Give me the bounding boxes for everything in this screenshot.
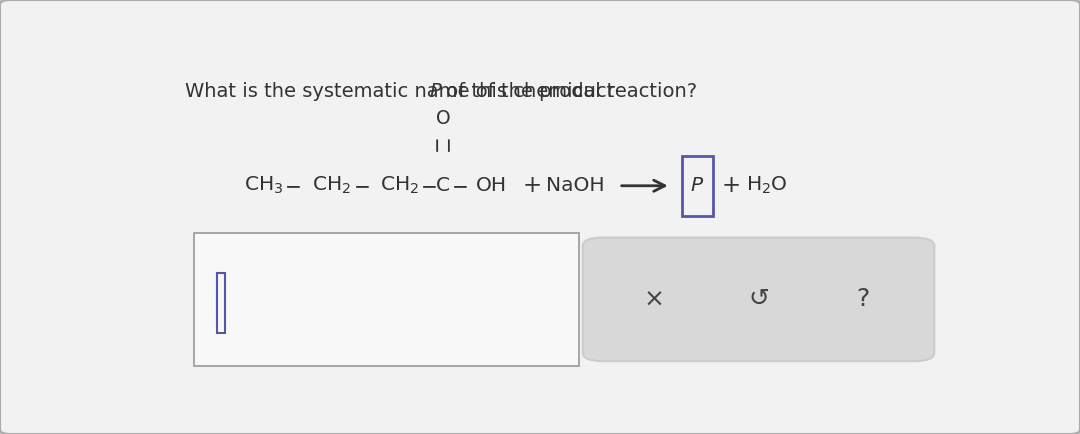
- Text: $\mathregular{H_2O}$: $\mathregular{H_2O}$: [746, 175, 787, 197]
- Text: $\mathregular{CH_2}$: $\mathregular{CH_2}$: [380, 175, 419, 197]
- Text: $-$: $-$: [284, 176, 300, 195]
- Text: $-$: $-$: [353, 176, 369, 195]
- Text: O: O: [435, 109, 450, 128]
- Text: $-$: $-$: [420, 176, 436, 195]
- Text: +: +: [721, 174, 741, 197]
- Text: P: P: [430, 82, 442, 101]
- Text: $\mathregular{CH_2}$: $\mathregular{CH_2}$: [312, 175, 351, 197]
- Text: C: C: [436, 176, 450, 195]
- Text: $-$: $-$: [450, 176, 468, 195]
- Text: ↺: ↺: [748, 287, 769, 311]
- Text: $\mathregular{CH_3}$: $\mathregular{CH_3}$: [244, 175, 283, 197]
- Text: NaOH: NaOH: [546, 176, 605, 195]
- Text: ×: ×: [644, 287, 664, 311]
- FancyBboxPatch shape: [583, 237, 934, 361]
- Text: ?: ?: [856, 287, 869, 311]
- Text: What is the systematic name of the product: What is the systematic name of the produ…: [186, 82, 621, 101]
- Text: OH: OH: [475, 176, 507, 195]
- Text: +: +: [523, 174, 542, 197]
- Text: $P$: $P$: [690, 176, 704, 195]
- FancyBboxPatch shape: [193, 233, 579, 366]
- Text: of this chemical reaction?: of this chemical reaction?: [440, 82, 697, 101]
